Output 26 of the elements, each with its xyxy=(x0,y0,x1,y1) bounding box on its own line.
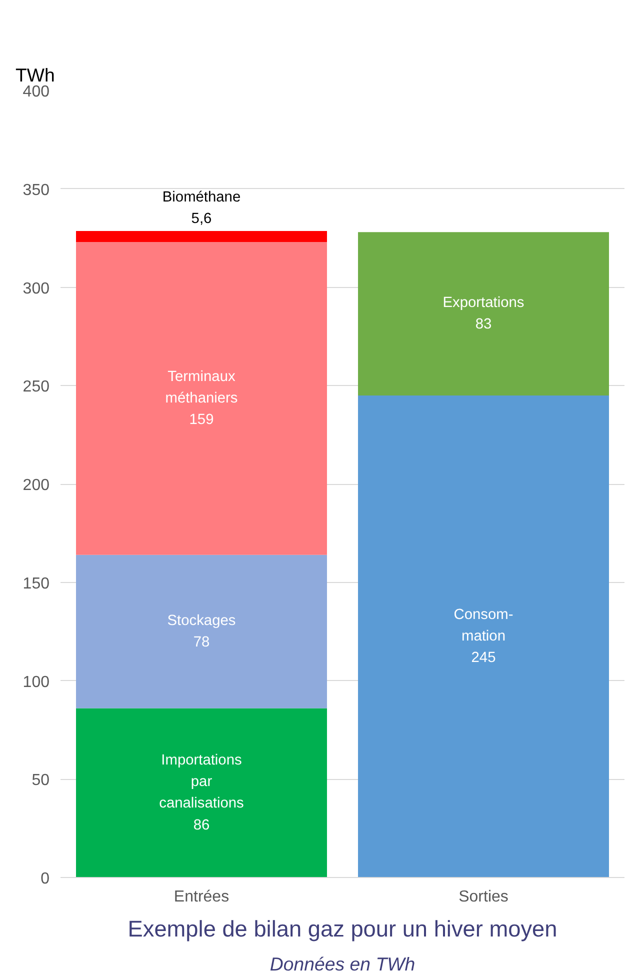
data-label: 5,6 xyxy=(191,211,212,228)
y-tick-label: 250 xyxy=(22,378,50,396)
x-tick-label: Sorties xyxy=(458,888,508,906)
x-tick-label: Entrées xyxy=(174,888,230,906)
data-label: 78 xyxy=(193,634,210,650)
series-label: Stockages xyxy=(167,612,236,629)
text: Exemple de bilan gaz pour un hiver moyen xyxy=(128,916,558,942)
series-label: Terminaux méthaniers xyxy=(165,368,238,406)
series-label: Importations par canalisations xyxy=(159,752,244,812)
y-tick-label: 0 xyxy=(40,870,50,888)
data-label: 83 xyxy=(475,316,492,333)
text: Données en TWh xyxy=(270,954,416,974)
series-label: Biométhane xyxy=(162,189,241,206)
series-label: Exportations xyxy=(442,295,524,312)
y-tick-label: 400 xyxy=(22,84,50,100)
y-tick-label: 50 xyxy=(32,772,50,790)
y-tick-label: 200 xyxy=(22,477,50,494)
y-axis-title: TWh xyxy=(16,64,55,86)
y-tick-label: 350 xyxy=(22,182,50,199)
y-tick-label: 150 xyxy=(22,575,50,592)
data-label: 159 xyxy=(189,412,214,428)
data-label: 245 xyxy=(471,650,496,666)
data-label: 86 xyxy=(193,817,210,834)
y-tick-label: 100 xyxy=(22,674,50,691)
series-label: Consom- mation xyxy=(454,606,514,644)
y-tick-label: 300 xyxy=(22,280,50,298)
